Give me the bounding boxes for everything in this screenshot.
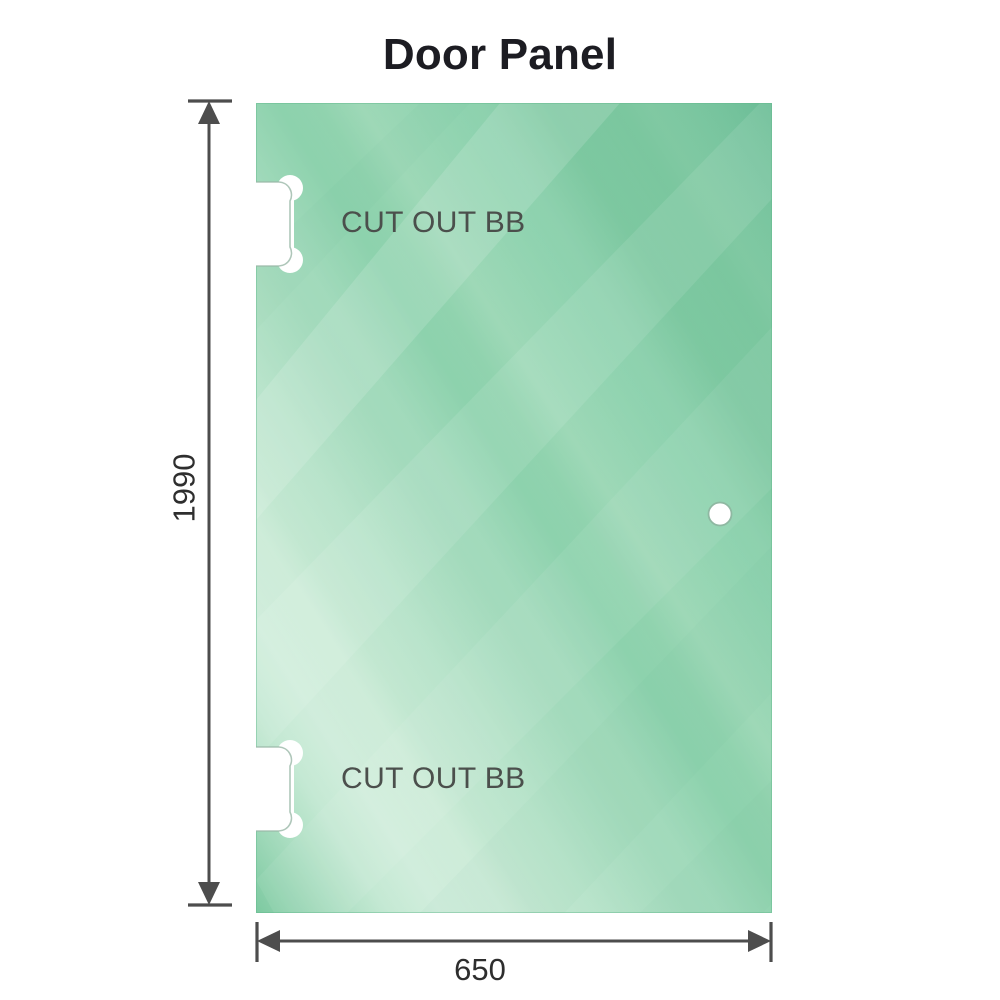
- dimension-height: [188, 99, 232, 907]
- cutout-top-label: CUT OUT BB: [341, 206, 526, 239]
- cutout-bottom-label: CUT OUT BB: [341, 762, 526, 795]
- page-title: Door Panel: [382, 30, 618, 79]
- dimension-width-label: 650: [454, 952, 506, 987]
- dimension-width: [255, 922, 773, 962]
- cutout-top: [256, 181, 293, 267]
- dimension-height-label: 1990: [166, 453, 202, 523]
- cutout-bottom: [256, 746, 293, 832]
- handle-hole-icon: [707, 501, 733, 527]
- glass-panel: [255, 102, 773, 914]
